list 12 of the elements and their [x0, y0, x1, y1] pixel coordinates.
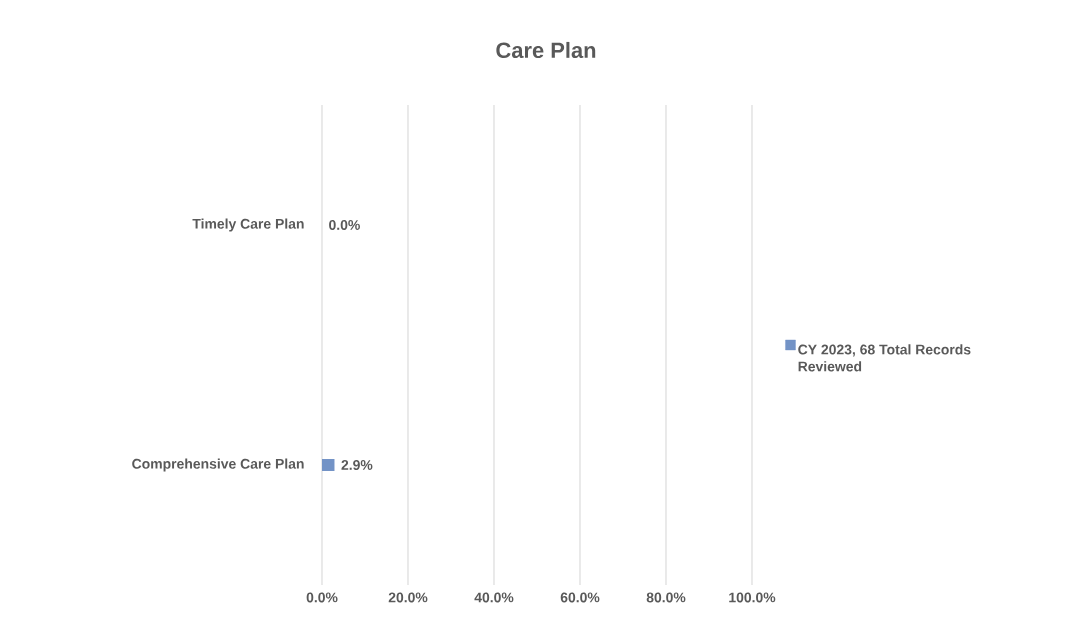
- y-tick-label: Timely Care Plan: [192, 218, 304, 232]
- y-tick-label: Comprehensive Care Plan: [132, 458, 304, 472]
- data-label: 0.0%: [329, 220, 360, 230]
- data-label: 2.9%: [341, 460, 373, 470]
- chart-title: Care Plan: [496, 41, 596, 59]
- x-tick-label: 60.0%: [560, 592, 600, 603]
- x-tick-label: 40.0%: [474, 592, 514, 603]
- legend-label: CY 2023, 68 Total Records Reviewed: [798, 344, 971, 372]
- x-tick-label: 20.0%: [388, 592, 428, 603]
- x-tick-label: 0.0%: [306, 592, 338, 603]
- x-tick-label: 100.0%: [729, 592, 776, 603]
- x-tick-label: 80.0%: [646, 592, 686, 603]
